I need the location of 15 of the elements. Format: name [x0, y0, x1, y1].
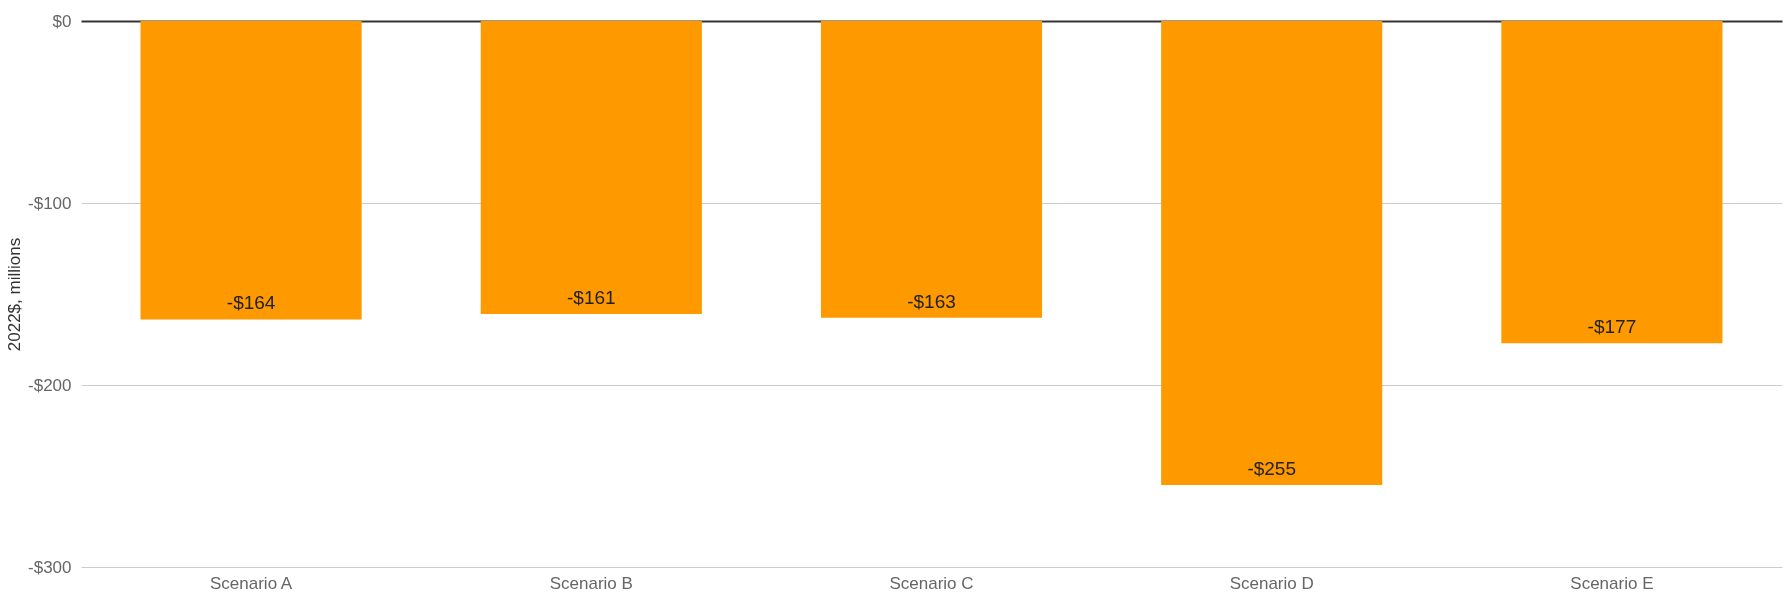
x-tick-label: Scenario A	[209, 573, 293, 593]
data-label: -$164	[226, 292, 276, 314]
data-label: -$163	[907, 290, 956, 312]
y-tick-label: -$200	[28, 375, 72, 395]
data-label: -$161	[567, 287, 616, 309]
x-tick-label: Scenario D	[1229, 573, 1314, 593]
y-tick-label: -$300	[28, 557, 72, 577]
x-tick-label: Scenario B	[549, 573, 633, 593]
x-tick-label: Scenario C	[889, 573, 974, 593]
y-axis-title: 2022$, millions	[5, 237, 25, 352]
y-tick-label: $0	[52, 11, 72, 31]
data-label: -$255	[1247, 458, 1296, 480]
x-tick-label: Scenario E	[1570, 573, 1654, 593]
data-label: -$177	[1587, 316, 1637, 338]
y-tick-label: -$100	[28, 193, 72, 213]
